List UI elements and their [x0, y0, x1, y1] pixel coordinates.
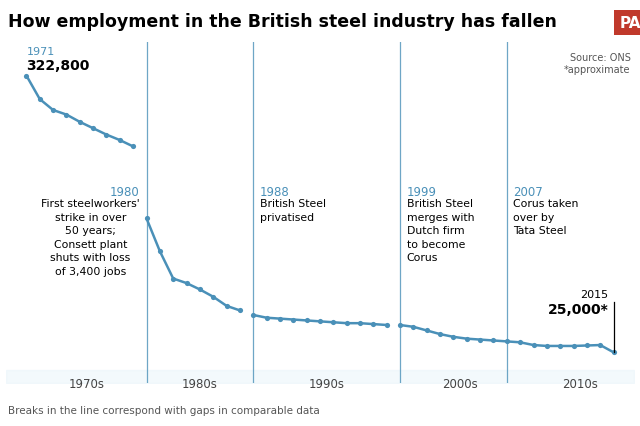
Point — [208, 294, 218, 300]
Point — [221, 303, 232, 310]
Point — [488, 337, 499, 344]
Point — [101, 132, 111, 139]
Point — [515, 339, 525, 346]
Text: 2015: 2015 — [580, 290, 608, 300]
Text: How employment in the British steel industry has fallen: How employment in the British steel indu… — [8, 13, 557, 31]
Point — [328, 319, 339, 326]
Point — [301, 317, 312, 324]
Point — [235, 307, 245, 314]
Point — [61, 112, 72, 119]
Point — [181, 280, 191, 287]
Text: PA: PA — [620, 16, 640, 31]
Point — [609, 349, 619, 356]
Text: 2010s: 2010s — [563, 377, 598, 390]
Point — [288, 317, 298, 323]
Point — [342, 320, 352, 327]
Point — [475, 337, 485, 343]
Point — [381, 322, 392, 328]
Text: 1980: 1980 — [110, 186, 140, 199]
Point — [88, 126, 99, 132]
Point — [141, 216, 152, 222]
Text: British Steel
privatised: British Steel privatised — [260, 199, 326, 222]
Point — [168, 276, 179, 282]
Point — [555, 343, 565, 350]
Text: 1980s: 1980s — [182, 377, 218, 390]
Point — [595, 342, 605, 348]
Point — [75, 119, 85, 126]
Point — [541, 343, 552, 350]
Point — [21, 73, 31, 80]
Text: 1990s: 1990s — [308, 377, 345, 390]
Point — [355, 320, 365, 327]
Text: 2000s: 2000s — [442, 377, 478, 390]
Point — [582, 342, 592, 349]
Point — [262, 314, 272, 321]
Point — [408, 324, 419, 331]
Point — [461, 335, 472, 342]
Point — [568, 343, 579, 350]
Text: Source: ONS
*approximate: Source: ONS *approximate — [564, 53, 630, 75]
Point — [128, 144, 138, 150]
Point — [502, 338, 512, 345]
Point — [449, 334, 459, 340]
Text: 1971: 1971 — [26, 46, 54, 56]
Point — [248, 312, 259, 319]
Point — [48, 107, 58, 114]
Text: 1970s: 1970s — [68, 377, 104, 390]
Text: 1988: 1988 — [260, 186, 290, 199]
Point — [35, 96, 45, 103]
Point — [368, 321, 378, 328]
Point — [315, 318, 325, 325]
Text: 322,800: 322,800 — [26, 59, 90, 73]
Text: Breaks in the line correspond with gaps in comparable data: Breaks in the line correspond with gaps … — [8, 406, 320, 415]
Text: 2007: 2007 — [513, 186, 543, 199]
Text: British Steel
merges with
Dutch firm
to become
Corus: British Steel merges with Dutch firm to … — [407, 199, 474, 263]
Point — [115, 137, 125, 144]
Text: First steelworkers'
strike in over
50 years;
Consett plant
shuts with loss
of 3,: First steelworkers' strike in over 50 ye… — [41, 199, 140, 276]
Text: 1999: 1999 — [407, 186, 436, 199]
Text: 25,000*: 25,000* — [547, 302, 608, 316]
Point — [275, 316, 285, 322]
Point — [395, 322, 405, 328]
Text: Corus taken
over by
Tata Steel: Corus taken over by Tata Steel — [513, 199, 579, 236]
Point — [195, 286, 205, 293]
Point — [155, 248, 165, 255]
Point — [529, 342, 539, 348]
Point — [422, 327, 432, 334]
Point — [435, 331, 445, 338]
